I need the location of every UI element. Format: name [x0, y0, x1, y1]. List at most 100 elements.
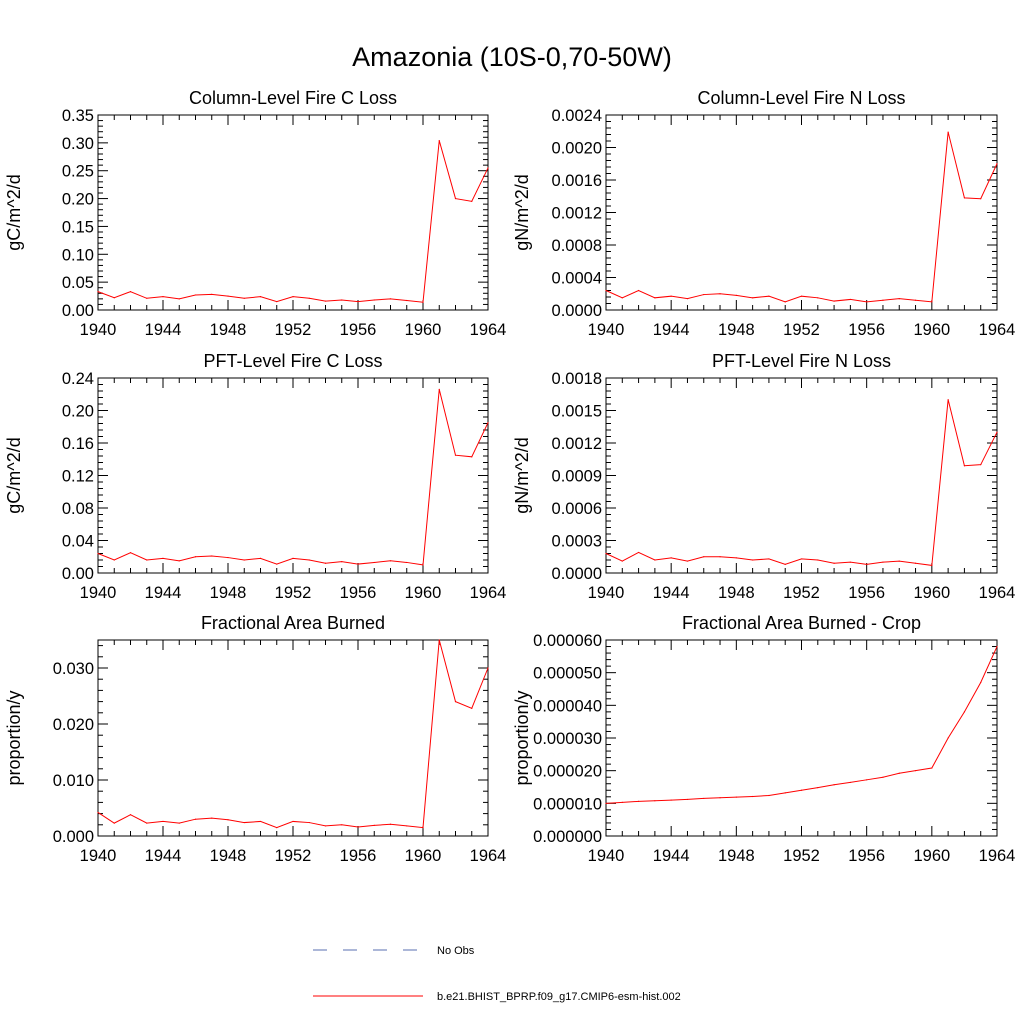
data-point: [162, 296, 164, 298]
chart-title: Column-Level Fire C Loss: [189, 88, 397, 108]
data-point: [129, 552, 132, 554]
x-tick-label: 1948: [718, 321, 755, 339]
data-point: [637, 800, 640, 802]
series-line: [97, 389, 489, 566]
x-tick-label: 1944: [653, 847, 690, 865]
data-point: [276, 301, 278, 303]
x-tick-label: 1956: [340, 584, 377, 602]
data-point: [357, 563, 359, 565]
data-point: [227, 295, 229, 297]
data-point: [996, 431, 998, 433]
chart-title: PFT-Level Fire C Loss: [203, 351, 382, 371]
chart-panel-1: Column-Level Fire C Loss 1940 1944 1948 1952…: [4, 88, 506, 339]
y-axis-label: proportion/y: [4, 690, 24, 785]
data-point: [341, 299, 343, 301]
x-tick-label: 1964: [979, 321, 1016, 339]
y-tick-label: 0.0024: [552, 107, 602, 125]
data-point: [97, 811, 99, 814]
data-point: [178, 822, 180, 824]
data-point: [357, 826, 359, 828]
data-point: [487, 167, 489, 169]
data-point: [784, 563, 786, 565]
data-point: [768, 558, 770, 560]
data-point: [768, 295, 770, 297]
y-axis-label: gC/m^2/d: [4, 174, 24, 250]
data-point: [259, 820, 262, 823]
data-point: [146, 297, 148, 299]
x-tick-label: 1960: [913, 584, 950, 602]
data-point: [654, 297, 656, 299]
x-tick-label: 1952: [275, 584, 312, 602]
chart-title: Fractional Area Burned: [201, 613, 385, 633]
data-point: [752, 297, 754, 299]
data-point: [735, 796, 737, 798]
data-point: [800, 295, 803, 297]
x-tick-label: 1944: [653, 584, 690, 602]
data-point: [292, 820, 294, 823]
data-point: [817, 297, 819, 299]
data-point: [243, 297, 245, 299]
data-point: [454, 454, 457, 456]
legend-label-model: b.e21.BHIST_BPRP.f09_g17.CMIP6-esm-hist.…: [437, 991, 681, 1003]
y-tick-label: 0.0012: [552, 205, 602, 223]
data-point: [129, 814, 132, 816]
data-point: [947, 131, 949, 133]
x-tick-label: 1952: [275, 847, 312, 865]
x-tick-label: 1964: [979, 584, 1016, 602]
data-point: [882, 776, 884, 778]
x-tick-label: 1948: [210, 847, 247, 865]
data-point: [438, 639, 440, 641]
y-tick-label: 0.05: [62, 274, 94, 292]
data-point: [162, 557, 164, 559]
y-tick-label: 0.35: [62, 107, 94, 125]
x-tick-label: 1952: [783, 584, 820, 602]
data-point: [211, 293, 213, 295]
data-point: [996, 163, 998, 165]
data-point: [438, 388, 440, 390]
data-point: [454, 701, 457, 703]
data-point: [703, 293, 705, 296]
y-tick-label: 0.000020: [533, 763, 602, 781]
data-point: [422, 564, 424, 566]
y-tick-label: 0.12: [62, 468, 94, 486]
data-point: [784, 792, 786, 794]
data-point: [963, 197, 966, 199]
y-tick-label: 0.08: [62, 500, 94, 518]
x-tick-label: 1940: [588, 847, 625, 865]
y-tick-label: 0.25: [62, 163, 94, 181]
y-tick-label: 0.000030: [533, 730, 602, 748]
x-tick-label: 1940: [80, 847, 117, 865]
y-tick-label: 0.0009: [552, 468, 602, 486]
data-point: [947, 399, 949, 401]
data-point: [833, 300, 835, 302]
y-tick-label: 0.000000: [533, 828, 602, 846]
data-point: [357, 301, 359, 303]
y-axis-label: gN/m^2/d: [512, 437, 532, 513]
data-point: [849, 781, 851, 784]
data-point: [389, 823, 392, 825]
data-point: [605, 802, 607, 804]
chart-panel-4: PFT-Level Fire N Loss 1940 1944 1948 1952 195…: [512, 351, 1015, 602]
data-point: [243, 559, 245, 561]
data-point: [914, 562, 917, 564]
y-tick-label: 0.0000: [552, 565, 602, 583]
x-tick-label: 1944: [653, 321, 690, 339]
data-point: [735, 294, 737, 296]
data-point: [719, 293, 721, 295]
x-tick-label: 1940: [588, 321, 625, 339]
data-point: [324, 825, 327, 827]
data-point: [849, 561, 851, 563]
data-point: [113, 297, 115, 299]
x-tick-label: 1940: [80, 321, 117, 339]
x-tick-label: 1960: [913, 321, 950, 339]
legend-label-no-obs: No Obs: [437, 945, 475, 957]
data-point: [178, 560, 180, 562]
data-point: [703, 797, 705, 800]
data-point: [670, 799, 672, 801]
data-point: [454, 197, 457, 200]
data-point: [670, 557, 672, 559]
data-point: [914, 299, 917, 301]
plot-frame: [605, 114, 998, 311]
y-tick-label: 0.0016: [552, 172, 602, 190]
